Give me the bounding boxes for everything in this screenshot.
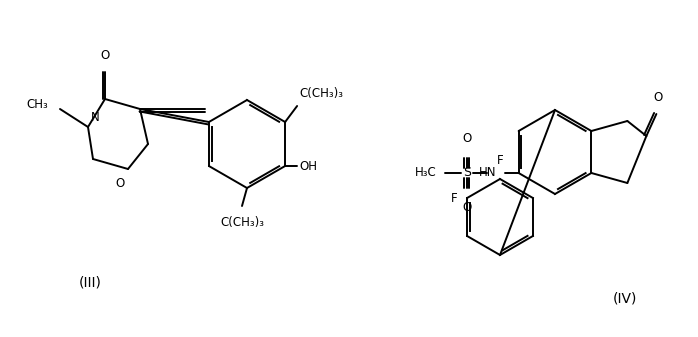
Text: F: F xyxy=(450,191,457,205)
Text: F: F xyxy=(497,154,503,167)
Text: OH: OH xyxy=(299,159,317,173)
Text: (III): (III) xyxy=(79,275,101,289)
Text: H₃C: H₃C xyxy=(415,166,437,180)
Text: O: O xyxy=(116,177,125,190)
Text: N: N xyxy=(91,111,100,124)
Text: HN: HN xyxy=(479,166,496,180)
Text: CH₃: CH₃ xyxy=(27,98,48,112)
Text: C(CH₃)₃: C(CH₃)₃ xyxy=(299,87,343,100)
Text: O: O xyxy=(462,201,471,214)
Text: S: S xyxy=(463,166,470,180)
Text: C(CH₃)₃: C(CH₃)₃ xyxy=(220,216,264,229)
Text: O: O xyxy=(101,49,110,62)
Text: (IV): (IV) xyxy=(613,292,637,306)
Text: O: O xyxy=(462,132,471,145)
Text: O: O xyxy=(654,91,663,104)
